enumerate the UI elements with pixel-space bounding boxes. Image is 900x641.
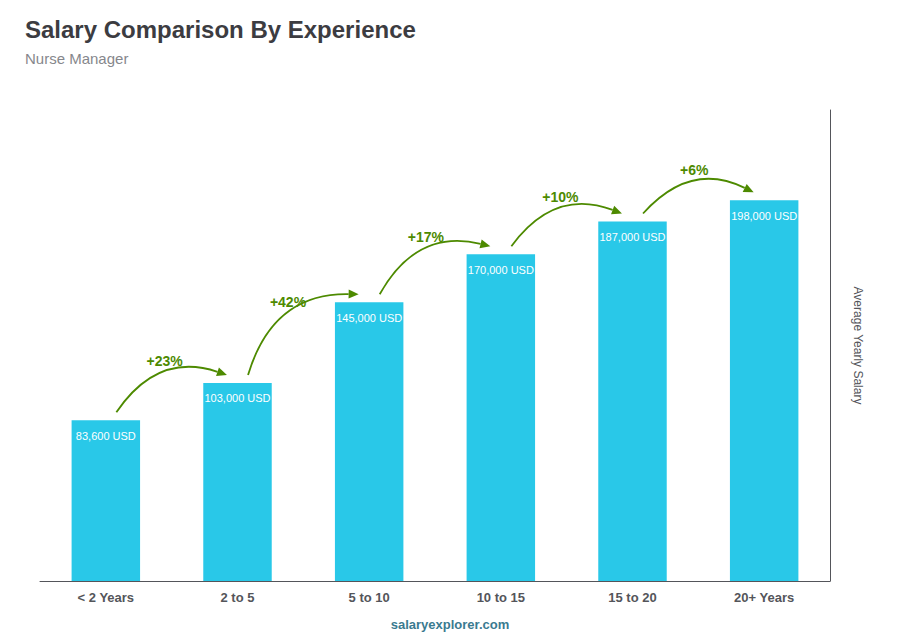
- svg-text:187,000 USD: 187,000 USD: [599, 231, 665, 243]
- svg-text:20+ Years: 20+ Years: [734, 590, 794, 605]
- svg-text:5 to 10: 5 to 10: [349, 590, 390, 605]
- svg-text:< 2 Years: < 2 Years: [78, 590, 135, 605]
- svg-text:103,000 USD: 103,000 USD: [204, 392, 270, 404]
- svg-text:2 to 5: 2 to 5: [221, 590, 255, 605]
- svg-text:Nurse Manager: Nurse Manager: [25, 50, 128, 67]
- svg-text:salaryexplorer.com: salaryexplorer.com: [391, 617, 510, 632]
- svg-text:Salary Comparison By Experienc: Salary Comparison By Experience: [25, 16, 416, 43]
- svg-text:145,000 USD: 145,000 USD: [336, 312, 402, 324]
- svg-text:+42%: +42%: [270, 294, 307, 310]
- svg-text:+17%: +17%: [408, 229, 445, 245]
- svg-text:15 to 20: 15 to 20: [608, 590, 656, 605]
- svg-text:198,000 USD: 198,000 USD: [731, 210, 797, 222]
- svg-text:10 to 15: 10 to 15: [477, 590, 525, 605]
- svg-text:83,600 USD: 83,600 USD: [76, 430, 136, 442]
- svg-text:Average Yearly Salary: Average Yearly Salary: [851, 287, 865, 405]
- svg-text:+10%: +10%: [542, 189, 579, 205]
- svg-text:+23%: +23%: [146, 353, 183, 369]
- svg-text:170,000 USD: 170,000 USD: [468, 264, 534, 276]
- svg-text:+6%: +6%: [680, 162, 709, 178]
